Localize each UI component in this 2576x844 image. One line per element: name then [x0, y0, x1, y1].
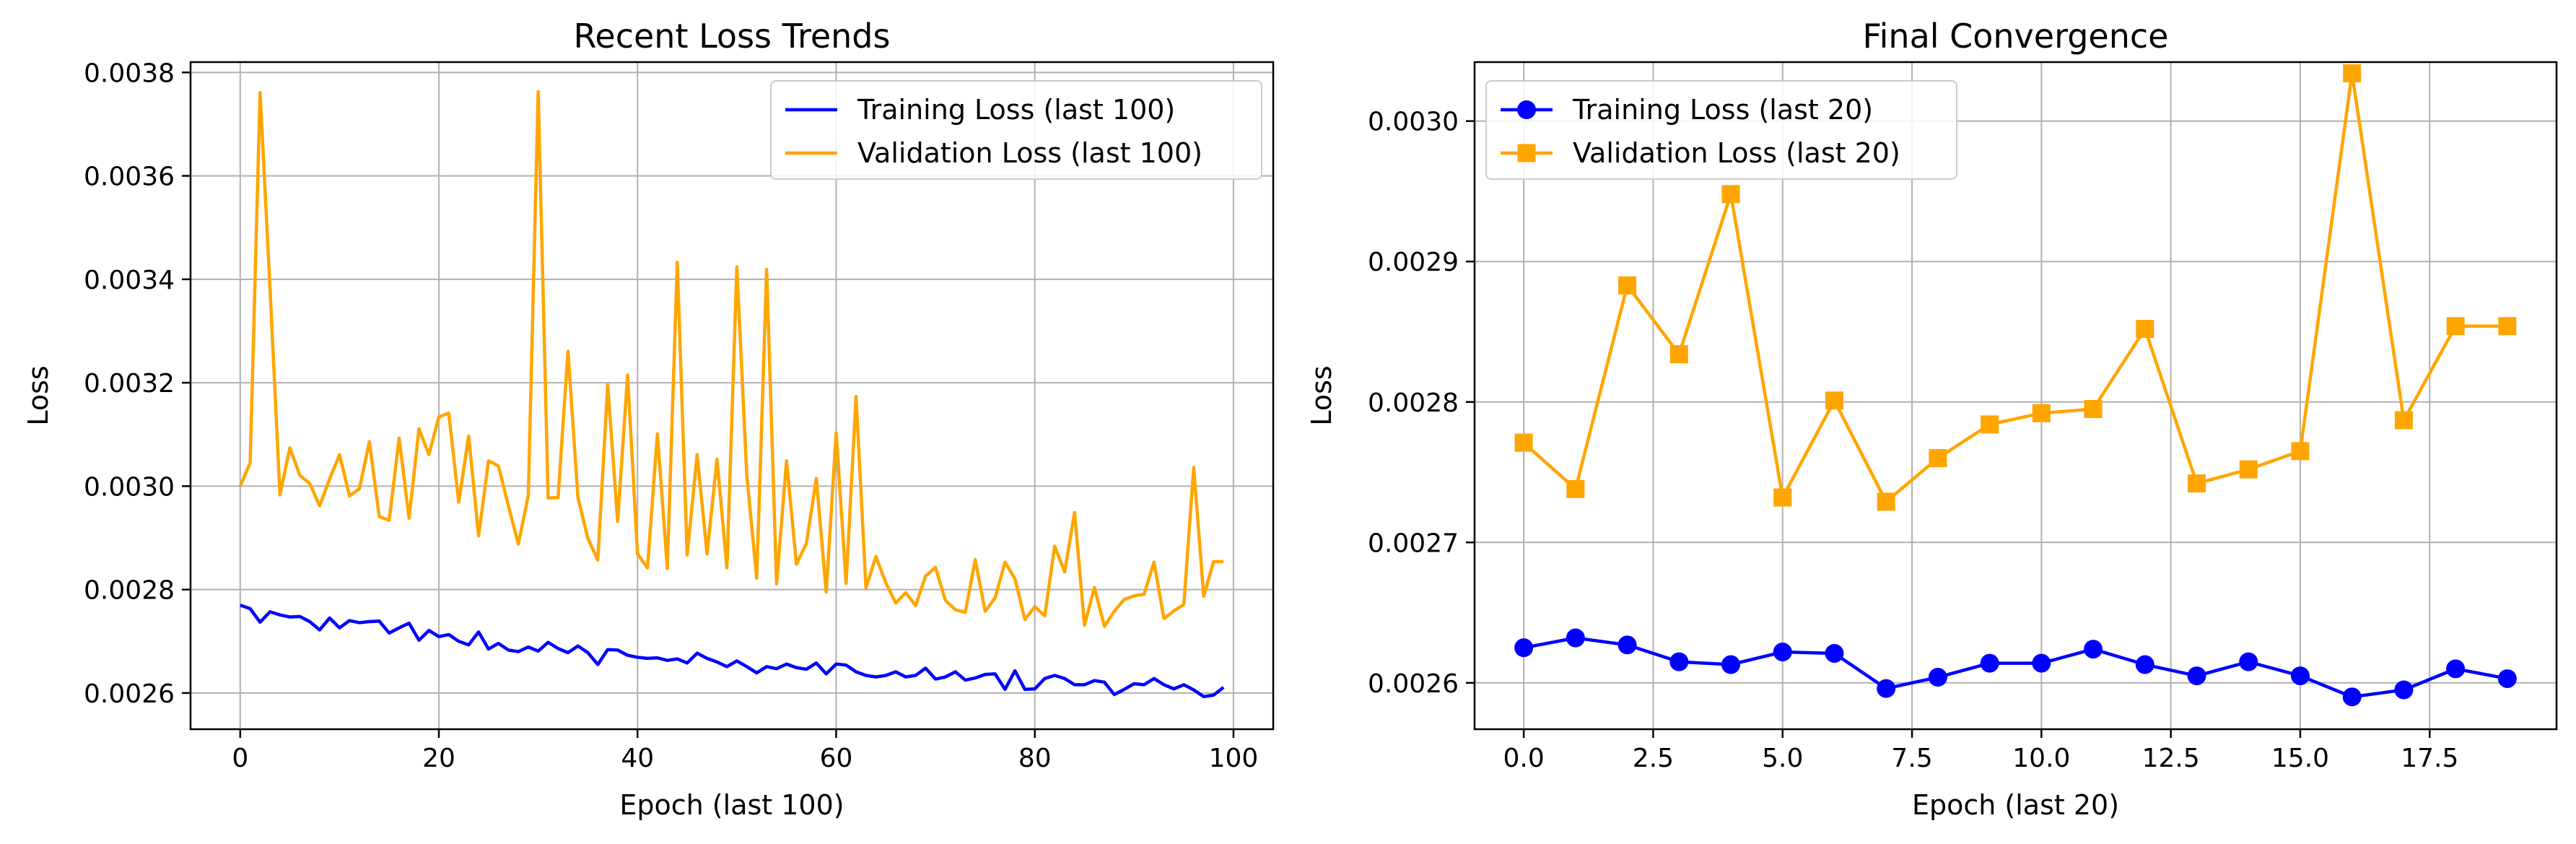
data-point [1618, 276, 1637, 295]
data-point [2446, 317, 2465, 336]
x-tick-label: 0 [232, 744, 248, 773]
data-point [1825, 391, 1843, 410]
data-point [1514, 638, 1534, 658]
data-point [1928, 668, 1947, 687]
data-point [1721, 185, 1740, 204]
y-tick-label: 0.0028 [1368, 388, 1459, 418]
legend-marker [1517, 100, 1536, 119]
legend-label: Training Loss (last 20) [1572, 94, 1873, 126]
data-point [2084, 399, 2103, 418]
x-tick-label: 40 [621, 744, 654, 773]
legend: Training Loss (last 20) Validation Loss (… [1485, 80, 1957, 180]
chart-title: Final Convergence [1863, 17, 2169, 56]
data-point [2136, 320, 2154, 339]
data-point [1825, 643, 1844, 663]
series-0 [1514, 628, 2517, 707]
y-tick-label: 0.0036 [84, 162, 175, 192]
data-point [2394, 411, 2413, 430]
data-point [2342, 687, 2362, 707]
data-point [1773, 488, 1792, 507]
x-tick-label: 5.0 [1762, 744, 1803, 773]
x-axis-label: Epoch (last 100) [619, 789, 844, 821]
data-point [1669, 345, 1688, 364]
x-tick-label: 2.5 [1633, 744, 1674, 773]
data-point [1566, 628, 1585, 648]
series-line-0 [1523, 636, 2508, 699]
x-axis-label: Epoch (last 20) [1912, 789, 2119, 821]
data-point [1981, 415, 1999, 434]
data-point [1929, 449, 1947, 468]
chart-final-convergence: 0.0 2.5 5.0 7.5 10.0 12.5 15.0 17.5 0.0026 0.0027… [1306, 17, 2558, 821]
series-1 [238, 90, 1224, 628]
legend: Training Loss (last 100) Validation Loss … [770, 80, 1262, 180]
y-tick-label: 0.0029 [1368, 248, 1459, 277]
y-tick-label: 0.0038 [84, 58, 175, 88]
legend-box [770, 80, 1262, 180]
y-tick-label: 0.0027 [1368, 528, 1459, 558]
y-tick-label: 0.0030 [84, 472, 175, 502]
data-point [1514, 433, 1533, 452]
data-point [2135, 655, 2154, 674]
legend-label: Validation Loss (last 20) [1573, 137, 1900, 169]
data-point [2290, 666, 2310, 686]
y-tick-label: 0.0030 [1368, 108, 1459, 137]
x-tick-label: 12.5 [2142, 744, 2200, 773]
x-tick-label: 10.0 [2012, 744, 2070, 773]
data-point [2239, 460, 2258, 479]
plot-frame [1473, 61, 2558, 731]
x-tick-label: 60 [820, 744, 853, 773]
data-point [1566, 479, 1585, 498]
plot-frame [189, 61, 1275, 731]
series-line-1 [1522, 71, 2507, 504]
data-point [2188, 474, 2206, 493]
data-point [1669, 652, 1689, 671]
data-point [1877, 492, 1895, 511]
x-tick-label: 0.0 [1503, 744, 1545, 773]
series-line-1 [238, 90, 1224, 628]
data-point [1877, 679, 1896, 698]
legend-label: Validation Loss (last 100) [857, 137, 1202, 169]
data-point [2498, 317, 2517, 336]
data-point [2343, 64, 2362, 83]
data-point [2187, 666, 2206, 686]
data-point [1617, 635, 1637, 655]
y-axis-label: Loss [22, 365, 54, 425]
x-tick-label: 20 [422, 744, 455, 773]
data-point [2446, 659, 2466, 679]
series-0 [240, 603, 1225, 699]
x-tick-label: 100 [1209, 744, 1259, 773]
x-tick-label: 7.5 [1891, 744, 1932, 773]
data-point [1980, 653, 1999, 673]
series-1 [1514, 64, 2517, 511]
y-tick-label: 0.0032 [84, 369, 175, 399]
chart-recent-loss-trends: 0 20 40 60 80 100 0.0026 0.0028 0.0030 0.0032 0.00… [22, 17, 1275, 821]
y-tick-label: 0.0026 [1368, 669, 1459, 699]
data-point [2032, 404, 2051, 422]
legend-box [1485, 80, 1957, 180]
data-point [2291, 442, 2310, 461]
data-point [2497, 669, 2517, 688]
data-point [2394, 680, 2414, 700]
data-point [2084, 640, 2103, 659]
data-point [1721, 655, 1741, 674]
y-tick-label: 0.0028 [84, 576, 175, 606]
x-tick-label: 17.5 [2401, 744, 2458, 773]
y-tick-label: 0.0026 [84, 679, 175, 709]
x-tick-label: 15.0 [2271, 744, 2329, 773]
x-tick-label: 80 [1018, 744, 1052, 773]
legend-label: Training Loss (last 100) [857, 94, 1175, 126]
data-point [2032, 653, 2051, 673]
series-line-0 [240, 603, 1225, 699]
data-point [2239, 652, 2258, 671]
y-axis-label: Loss [1306, 365, 1337, 425]
y-tick-label: 0.0034 [84, 266, 175, 295]
data-point [1773, 643, 1792, 662]
chart-title: Recent Loss Trends [574, 17, 891, 56]
legend-marker [1517, 144, 1536, 162]
